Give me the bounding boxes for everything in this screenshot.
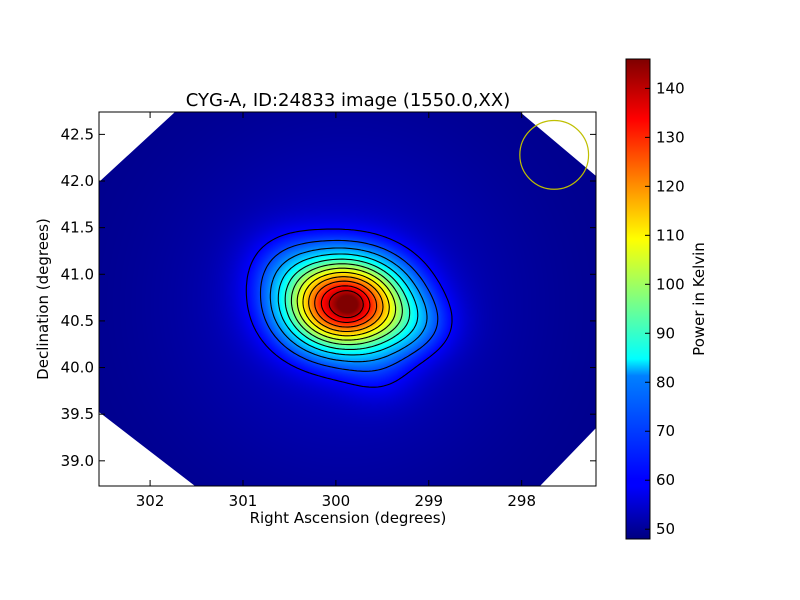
colorbar-frame <box>625 58 651 540</box>
y-axis-ticks: 39.0 39.5 40.0 40.5 41.0 41.5 42.0 42.5 <box>61 125 596 470</box>
contour-line <box>314 280 378 328</box>
colorbar-tick-label: 50 <box>656 520 675 538</box>
contour-line <box>277 253 419 356</box>
y-tick-label: 40.5 <box>61 312 94 330</box>
contour-line <box>259 239 439 372</box>
colorbar-tick-label: 120 <box>656 177 685 195</box>
contour-line <box>296 267 397 341</box>
y-tick-label: 41.5 <box>61 219 94 237</box>
colorbar-tick-label: 70 <box>656 422 675 440</box>
y-tick-label: 41.0 <box>61 265 94 283</box>
x-tick-label: 301 <box>229 492 258 510</box>
contour-line <box>328 290 364 319</box>
contour-line <box>320 285 371 323</box>
colorbar-tick-label: 100 <box>656 275 685 293</box>
colorbar-tick-label: 80 <box>656 373 675 391</box>
colorbar-tick-label: 90 <box>656 324 675 342</box>
x-tick-label: 302 <box>136 492 165 510</box>
colorbar-ticks: 50 60 70 80 90 100 110 120 130 140 <box>645 79 685 538</box>
beam-circle <box>519 119 590 190</box>
colorbar-tick-label: 60 <box>656 471 675 489</box>
colorbar-tick-label: 140 <box>656 79 685 97</box>
contour-line <box>245 228 453 388</box>
heatmap-plot: 302 301 300 299 298 39.0 39.5 40.0 40.5 41.0 41.5… <box>61 111 597 510</box>
colorbar-gradient <box>626 59 650 539</box>
contour-line <box>290 263 403 346</box>
contour-line <box>308 276 384 333</box>
contour-lines <box>245 228 453 388</box>
chart-title: CYG-A, ID:24833 image (1550.0,XX) <box>186 90 510 111</box>
colorbar-label: Power in Kelvin <box>690 242 708 356</box>
x-tick-label: 300 <box>322 492 351 510</box>
y-tick-label: 39.0 <box>61 452 94 470</box>
x-tick-label: 298 <box>507 492 536 510</box>
heatmap-image <box>99 112 596 486</box>
contour-line <box>302 271 390 337</box>
y-axis-label: Declination (degrees) <box>34 218 52 380</box>
contour-line <box>269 247 428 363</box>
x-axis-ticks: 302 301 300 299 298 <box>136 112 536 510</box>
colorbar-tick-label: 110 <box>656 226 685 244</box>
colorbar: 50 60 70 80 90 100 110 120 130 140 Power in Kelvi… <box>625 58 708 540</box>
y-tick-label: 42.0 <box>61 172 94 190</box>
x-tick-label: 299 <box>414 492 443 510</box>
y-tick-label: 40.0 <box>61 359 94 377</box>
y-tick-label: 42.5 <box>61 125 94 143</box>
colorbar-tick-label: 130 <box>656 128 685 146</box>
plot-frame <box>98 111 597 487</box>
x-axis-label: Right Ascension (degrees) <box>250 509 447 527</box>
y-tick-label: 39.5 <box>61 405 94 423</box>
contour-line <box>284 258 411 350</box>
